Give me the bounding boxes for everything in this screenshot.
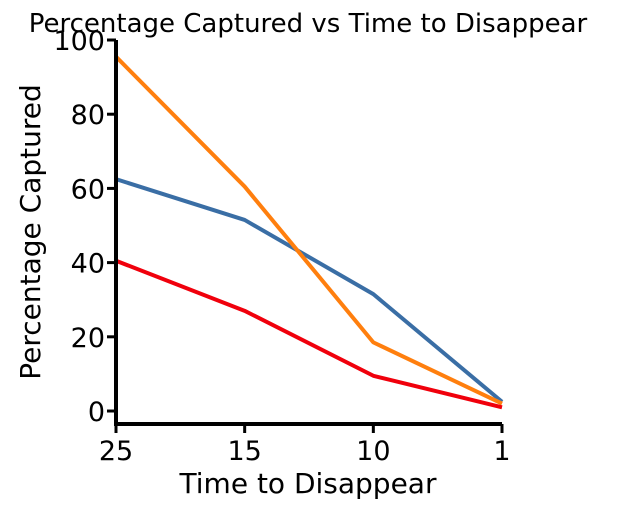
ticks-layer: 0 20 40 60 80 100 25 15 10 1 <box>53 26 510 467</box>
y-tick-label-1: 20 <box>71 323 105 354</box>
y-tick-label-2: 40 <box>71 249 105 280</box>
axes-layer <box>114 40 502 426</box>
y-tick-label-4: 80 <box>71 100 105 131</box>
y-tick-label-3: 60 <box>71 174 105 205</box>
y-axis-label: Percentage Captured <box>14 84 47 380</box>
chart-title: Percentage Captured vs Time to Disappear <box>29 9 588 39</box>
series-line-3 <box>115 258 503 410</box>
series-layer <box>114 55 504 410</box>
y-tick-label-0: 0 <box>88 397 105 428</box>
x-tick-label-1: 15 <box>227 436 261 467</box>
x-tick-label-2: 10 <box>356 436 390 467</box>
series-line-2 <box>114 55 503 406</box>
series-line-1 <box>115 177 504 404</box>
x-tick-label-3: 1 <box>493 436 510 467</box>
y-tick-label-5: 100 <box>53 26 105 57</box>
x-axis-label: Time to Disappear <box>179 467 437 500</box>
x-tick-label-0: 25 <box>99 436 133 467</box>
